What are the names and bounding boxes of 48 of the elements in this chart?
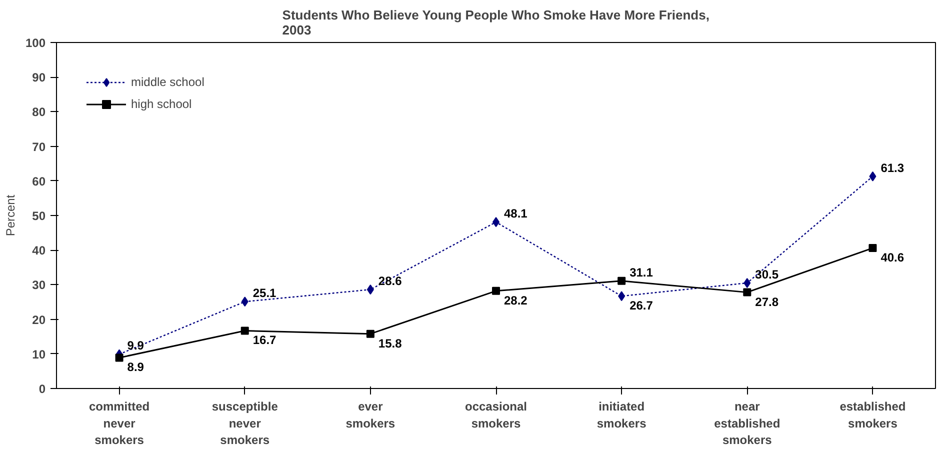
data-label: 40.6 <box>880 250 904 265</box>
data-label: 28.2 <box>504 293 528 308</box>
data-label: 61.3 <box>880 160 904 175</box>
x-tick-label: initiated smokers <box>596 400 647 430</box>
chart-title: Students Who Believe Young People Who Smoke Have More Friends, 2003 <box>282 8 710 38</box>
point <box>869 171 876 182</box>
point <box>868 244 877 252</box>
y-tick-label: 0 <box>38 382 46 396</box>
data-label: 8.9 <box>127 360 144 374</box>
x-tick-label: susceptible never smokers <box>212 400 278 448</box>
y-tick-label: 50 <box>32 209 46 223</box>
point <box>240 326 249 335</box>
x-tick-label: occasional smokers <box>464 400 528 430</box>
point <box>744 278 751 288</box>
y-tick-label: 60 <box>32 174 46 188</box>
point <box>241 296 248 307</box>
y-tick-label: 30 <box>32 278 46 292</box>
point <box>366 284 374 295</box>
legend-label: high school <box>131 97 192 111</box>
y-tick-label: 10 <box>32 347 46 362</box>
x-tick-label: established smokers <box>840 400 906 430</box>
point <box>618 276 626 285</box>
x-tick-label: near established smokers <box>714 400 780 448</box>
point <box>115 354 124 362</box>
data-label: 26.7 <box>630 298 654 313</box>
legend-label: middle school <box>131 75 204 89</box>
y-tick-label: 80 <box>32 105 46 120</box>
x-tick-label: committed never smokers <box>88 400 150 448</box>
point <box>492 286 500 295</box>
point <box>618 291 626 302</box>
data-label: 25.1 <box>252 286 277 300</box>
y-tick-label: 100 <box>25 36 46 50</box>
y-tick-label: 20 <box>32 312 46 327</box>
x-tick-label: ever smokers <box>346 400 396 430</box>
data-label: 15.8 <box>378 336 402 350</box>
point <box>366 330 374 338</box>
y-tick-label: 40 <box>32 244 46 258</box>
y-axis-title: Percent <box>3 194 18 236</box>
data-label: 30.5 <box>755 267 779 282</box>
data-label: 31.1 <box>630 265 654 280</box>
data-label: 48.1 <box>504 206 528 221</box>
y-tick-label: 90 <box>32 70 46 85</box>
data-label: 9.9 <box>127 338 144 353</box>
data-label: 16.7 <box>252 333 277 348</box>
data-label: 27.8 <box>755 294 779 309</box>
point <box>743 288 752 296</box>
data-label: 28.6 <box>378 274 402 288</box>
y-tick-label: 70 <box>32 140 46 154</box>
